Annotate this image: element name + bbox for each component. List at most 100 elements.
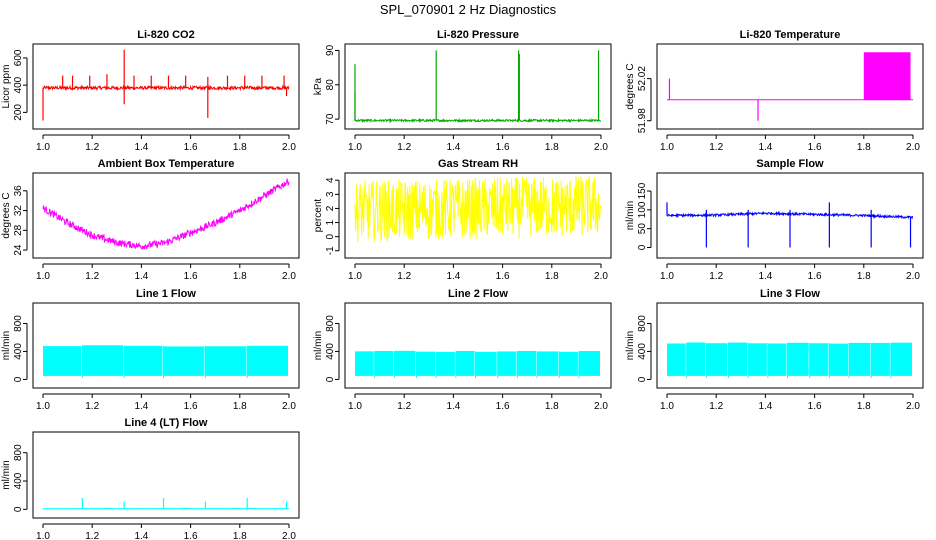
x-tick-label: 1.0 (36, 531, 50, 540)
x-tick-label: 2.0 (594, 142, 608, 153)
x-tick-label: 1.8 (857, 271, 871, 282)
panel-boxtemp: Ambient Box Temperature 1.0 1.2 1.4 1.6 1.8 2.… (1, 158, 300, 282)
flow-band-segment (809, 343, 829, 376)
figure-title: SPL_070901 2 Hz Diagnostics (380, 2, 557, 17)
panel-line1: Line 1 Flow 1.0 1.2 1.4 1.6 1.8 2.0 0 400 800ml/m… (1, 288, 300, 412)
plot-frame (344, 172, 612, 259)
x-tick-label: 1.6 (496, 271, 510, 282)
y-axis-label: degrees C (1, 192, 12, 238)
y-tick-label: 800 (325, 315, 336, 332)
flow-band-segment (355, 351, 374, 376)
y-axis-label: ml/min (313, 331, 324, 360)
x-tick-label: 1.0 (36, 271, 50, 282)
y-axis-label: percent (313, 199, 324, 233)
y-axis-label: ml/min (1, 460, 12, 489)
x-tick-label: 1.2 (85, 401, 99, 412)
x-tick-label: 1.8 (233, 142, 247, 153)
y-tick-label: 600 (13, 49, 24, 66)
x-tick-label: 1.6 (184, 531, 198, 540)
plot-frame (32, 302, 300, 389)
x-tick-label: 2.0 (282, 271, 296, 282)
x-tick-label: 1.8 (545, 271, 559, 282)
x-tick-label: 1.6 (184, 401, 198, 412)
y-axis-label: degrees C (625, 63, 636, 109)
y-axis-label: ml/min (625, 331, 636, 360)
x-tick-label: 2.0 (906, 401, 920, 412)
panel-co2: Li-820 CO2 1.0 1.2 1.4 1.6 1.8 2.0 200 400 600Lic… (1, 29, 300, 153)
x-tick-label: 1.2 (85, 531, 99, 540)
plot-frame (656, 302, 924, 389)
y-tick-label: 400 (325, 343, 336, 360)
panel-line3: Line 3 Flow 1.0 1.2 1.4 1.6 1.8 2.0 0 400 800ml/m… (625, 288, 924, 412)
x-tick-label: 1.8 (233, 271, 247, 282)
x-tick-label: 1.4 (134, 531, 148, 540)
flow-band-segment (394, 350, 416, 376)
y-tick-label: 2 (325, 205, 336, 211)
y-tick-label: 800 (637, 315, 648, 332)
panel-line4: Line 4 (LT) Flow 1.0 1.2 1.4 1.6 1.8 2.0 0 400 80… (1, 417, 300, 540)
series-rh (354, 176, 602, 243)
y-tick-label: 70 (325, 113, 336, 125)
y-tick-label: 0 (13, 506, 24, 512)
y-tick-label: 400 (13, 472, 24, 489)
plot-frame (656, 172, 924, 259)
x-tick-label: 1.6 (496, 142, 510, 153)
y-tick-label: 36 (13, 185, 24, 197)
flow-band-segment (767, 343, 787, 376)
flow-band-segment (829, 343, 849, 376)
series-boxtemp (42, 178, 290, 251)
panel-title: Li-820 Temperature (740, 29, 841, 41)
x-tick-label: 1.6 (184, 271, 198, 282)
flow-band-segment (559, 351, 578, 376)
flow-band-segment (667, 343, 686, 376)
y-tick-label: 50 (637, 223, 648, 235)
series-co2 (42, 49, 290, 121)
flow-band-segment (374, 350, 394, 376)
plot-frame (32, 431, 300, 519)
flow-band-segment (706, 343, 728, 376)
panel-title: Li-820 Pressure (437, 29, 519, 41)
y-tick-label: 4 (325, 177, 336, 183)
x-tick-label: 1.0 (660, 142, 674, 153)
x-tick-label: 1.4 (134, 401, 148, 412)
y-tick-label: 200 (13, 104, 24, 121)
flow-band-segment (517, 350, 537, 376)
panel-title: Li-820 CO2 (137, 29, 194, 41)
flow-band-segment (728, 342, 748, 376)
panel-temp820: Li-820 Temperature 1.0 1.2 1.4 1.6 1.8 2.0 51.9… (625, 29, 924, 153)
x-tick-label: 1.0 (348, 401, 362, 412)
y-axis-label: kPa (313, 77, 324, 95)
x-tick-label: 1.4 (446, 271, 460, 282)
x-tick-label: 1.0 (348, 271, 362, 282)
plot-frame (656, 43, 924, 130)
flow-band-segment (163, 346, 205, 376)
y-axis-label: Licor ppm (1, 65, 12, 109)
x-tick-label: 1.4 (446, 401, 460, 412)
y-tick-label: -1 (325, 246, 336, 255)
x-tick-label: 1.0 (660, 401, 674, 412)
x-tick-label: 2.0 (594, 401, 608, 412)
y-tick-label: 90 (325, 44, 336, 56)
flow-band-segment (436, 351, 455, 376)
x-tick-label: 1.4 (446, 142, 460, 153)
x-tick-label: 1.6 (808, 271, 822, 282)
x-tick-label: 1.2 (397, 142, 411, 153)
x-tick-label: 1.8 (233, 401, 247, 412)
y-tick-label: 400 (13, 76, 24, 93)
plot-frame (32, 43, 300, 130)
flow-band-segment (871, 342, 890, 376)
y-tick-label: 400 (637, 343, 648, 360)
panel-rh: Gas Stream RH 1.0 1.2 1.4 1.6 1.8 2.0 -1 0 1 2 3 4 pe… (313, 158, 612, 282)
y-tick-label: 1 (325, 219, 336, 225)
series-line (42, 84, 290, 92)
y-tick-label: 0 (637, 376, 648, 382)
x-tick-label: 1.2 (397, 401, 411, 412)
panel-title: Line 4 (LT) Flow (125, 417, 208, 429)
flow-band-segment (748, 343, 767, 376)
x-tick-label: 1.4 (758, 271, 772, 282)
series-line (354, 176, 602, 243)
x-tick-label: 1.0 (348, 142, 362, 153)
x-tick-label: 2.0 (594, 271, 608, 282)
series-line1 (43, 345, 288, 379)
